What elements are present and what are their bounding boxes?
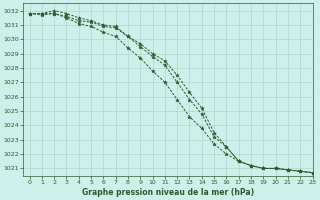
X-axis label: Graphe pression niveau de la mer (hPa): Graphe pression niveau de la mer (hPa) <box>82 188 254 197</box>
